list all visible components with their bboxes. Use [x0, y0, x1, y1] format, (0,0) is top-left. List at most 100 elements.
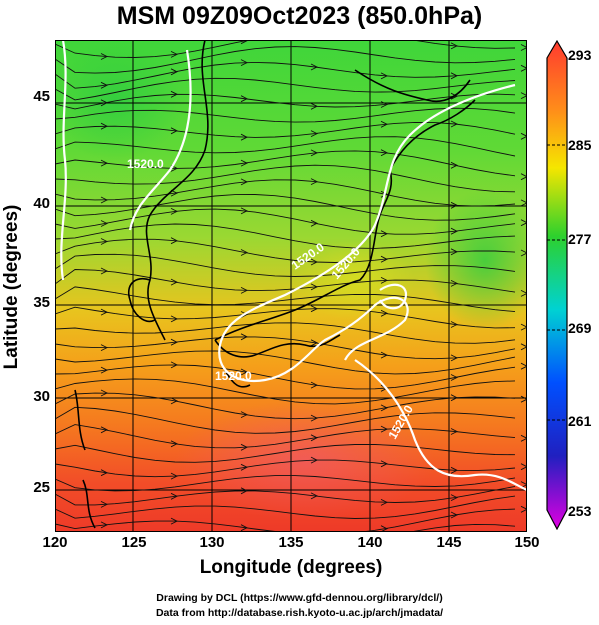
- streamline-arrow: [170, 127, 179, 135]
- streamline-arrow: [380, 230, 389, 238]
- streamline-arrow: [100, 99, 109, 107]
- streamline-arrow: [240, 311, 249, 318]
- streamline-arrow: [520, 323, 527, 331]
- x-tick-label: 140: [357, 534, 383, 551]
- streamline-arrow: [240, 443, 249, 451]
- streamline-arrow: [240, 463, 249, 471]
- streamline-arrow: [520, 362, 527, 370]
- streamline-arrow: [100, 220, 109, 227]
- colorbar-tick: 261: [568, 413, 592, 429]
- streamline-arrow: [100, 81, 109, 89]
- streamline-arrow: [450, 279, 459, 287]
- streamline-arrow: [170, 189, 179, 197]
- streamline-arrow: [520, 343, 527, 351]
- streamline-arrow: [520, 64, 527, 72]
- streamline-arrow: [380, 149, 389, 157]
- map-plot-area: 1520.0 1520.0 1520.0 1520.0 1520.0: [55, 40, 527, 532]
- streamline-arrow: [310, 258, 319, 266]
- streamline-arrow: [310, 381, 319, 389]
- x-tick-label: 150: [514, 534, 540, 551]
- streamline-arrow: [450, 201, 459, 209]
- streamline-set: [55, 40, 516, 532]
- streamline-arrow: [240, 178, 249, 186]
- streamline-arrow: [310, 219, 319, 227]
- contour-label: 1520.0: [215, 369, 252, 383]
- streamline-arrow: [170, 338, 179, 346]
- streamline-arrow: [100, 267, 109, 275]
- wind-streamlines: [55, 40, 527, 532]
- streamline-arrow: [520, 505, 527, 513]
- footer-credit-drawing: Drawing by DCL (https://www.gfd-dennou.o…: [156, 592, 443, 604]
- streamline-arrow: [240, 286, 249, 294]
- streamline-arrow: [170, 361, 179, 369]
- y-axis-label: Latitude (degrees): [1, 204, 22, 370]
- streamline-arrow: [380, 460, 389, 468]
- streamline-arrow: [520, 92, 527, 100]
- streamline-arrow: [310, 414, 319, 422]
- footer-credit-data: Data from http://database.rish.kyoto-u.a…: [155, 607, 444, 619]
- streamline-arrow: [100, 344, 109, 352]
- streamline-arrow: [380, 255, 389, 263]
- colorbar-tick: 293: [568, 47, 592, 63]
- streamline-arrow: [170, 237, 179, 245]
- streamline-arrow: [170, 517, 179, 525]
- streamline-arrow: [450, 72, 459, 80]
- x-tick-label: 135: [278, 534, 304, 551]
- streamline-arrow: [520, 173, 527, 181]
- streamline-arrow: [170, 50, 179, 58]
- contour-label: 1520.0: [127, 157, 164, 171]
- y-tick-label: 25: [33, 479, 50, 496]
- x-tick-label: 125: [121, 534, 147, 551]
- colorbar-tick: 253: [568, 503, 592, 519]
- streamline-arrow: [450, 511, 459, 519]
- streamline-arrow: [100, 389, 109, 397]
- streamline-arrow: [240, 524, 249, 532]
- streamline-arrow: [170, 440, 179, 448]
- streamline-arrow: [520, 44, 527, 51]
- streamline-arrow: [310, 305, 319, 313]
- map-svg: 1520.0 1520.0 1520.0 1520.0 1520.0: [55, 40, 527, 532]
- y-tick-label: 40: [33, 195, 50, 212]
- streamline-arrow: [450, 161, 459, 169]
- streamline-arrow: [380, 309, 389, 317]
- streamline-arrow: [100, 500, 109, 508]
- x-axis-label: Longitude (degrees): [199, 557, 383, 578]
- streamline-arrow: [100, 196, 109, 204]
- colorbar-tick: 285: [568, 137, 592, 153]
- y-tick-label: 35: [33, 294, 50, 311]
- colorbar-tick: 269: [568, 320, 592, 336]
- height-contours: [60, 40, 527, 492]
- streamline-arrow: [240, 159, 249, 167]
- streamline-arrow: [240, 333, 249, 341]
- streamline-arrow: [170, 472, 179, 480]
- streamline-arrow: [520, 289, 527, 297]
- x-tick-label: 145: [436, 534, 462, 551]
- streamline-arrow: [450, 321, 459, 328]
- streamline-arrow: [380, 276, 389, 284]
- streamline-arrow: [240, 59, 249, 67]
- colorbar-svg: [546, 40, 568, 530]
- x-tick-label: 130: [199, 534, 225, 551]
- figure-title: MSM 09Z09Oct2023 (850.0hPa): [116, 2, 483, 30]
- y-tick-label: 30: [33, 388, 50, 405]
- streamline-arrow: [450, 466, 459, 474]
- streamline-arrow: [450, 428, 459, 435]
- streamline-arrow: [450, 120, 459, 128]
- streamline-arrow: [100, 521, 109, 529]
- streamline-arrow: [100, 426, 109, 434]
- streamline-arrow: [310, 339, 319, 347]
- streamline-arrow: [170, 315, 179, 323]
- streamline-arrow: [100, 366, 109, 374]
- streamline-arrow: [240, 207, 249, 215]
- y-tick-label: 45: [33, 88, 50, 105]
- streamline-arrow: [240, 249, 249, 256]
- colorbar-tick: 277: [568, 231, 592, 247]
- streamline-arrow: [450, 227, 459, 235]
- streamline-arrow: [240, 368, 249, 376]
- streamline-arrow: [450, 374, 459, 381]
- streamline-arrow: [100, 159, 109, 167]
- streamline-arrow: [310, 149, 319, 157]
- x-tick-label: 120: [42, 534, 68, 551]
- streamline-arrow: [380, 425, 389, 433]
- streamline-arrow: [310, 130, 319, 138]
